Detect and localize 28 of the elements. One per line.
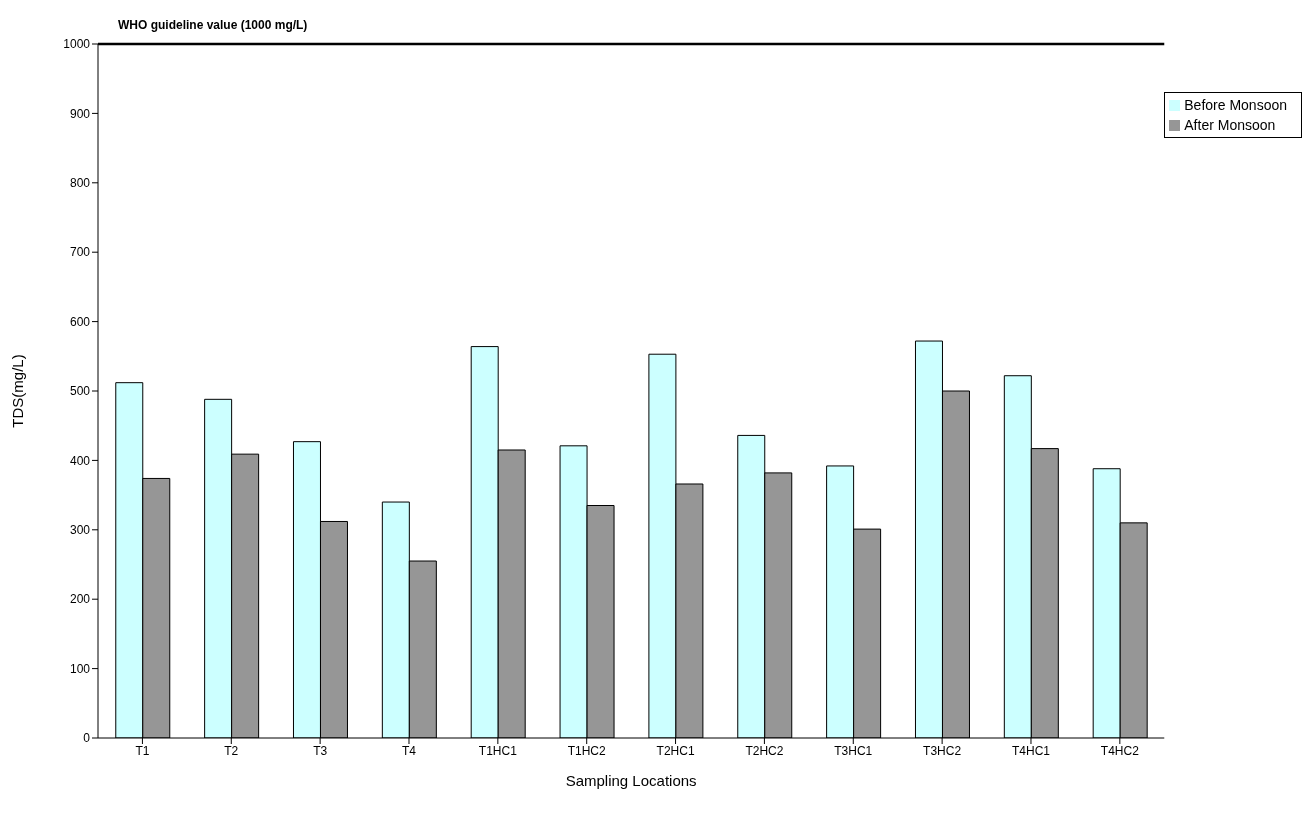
x-tick-label: T1 [135, 743, 150, 758]
x-tick-label: T4HC2 [1100, 743, 1140, 758]
x-tick-label: T2HC2 [745, 743, 784, 758]
y-tick-label: 600 [69, 314, 91, 329]
y-tick-label: 700 [69, 245, 91, 260]
x-tick-label: T3 [313, 743, 328, 758]
x-tick-label: T1HC1 [478, 743, 518, 758]
x-tick-label: T3HC1 [834, 743, 873, 758]
y-tick-label: 800 [69, 176, 91, 191]
x-tick-label: T3HC2 [923, 743, 962, 758]
x-tick-label: T2 [224, 743, 239, 758]
y-tick-label: 400 [69, 453, 91, 468]
y-tick-label: 1000 [63, 37, 91, 52]
y-tick-label: 300 [69, 523, 91, 538]
x-axis-title: Sampling Locations [565, 772, 697, 789]
y-tick-label: 500 [69, 384, 91, 399]
y-axis-title: TDS(mg/L) [9, 354, 27, 428]
x-tick-label: T4 [401, 743, 417, 758]
ref-line-label: WHO guideline value (1000 mg/L) [118, 17, 308, 32]
y-tick-label: 200 [69, 592, 91, 607]
x-tick-label: T4HC1 [1011, 743, 1051, 758]
legend-label: Before Monsoon [1184, 97, 1287, 113]
y-tick-label: 0 [83, 731, 91, 746]
y-tick-label: 900 [69, 106, 91, 121]
x-tick-label: T2HC1 [656, 743, 695, 758]
legend-label: After Monsoon [1184, 117, 1276, 133]
y-tick-label: 100 [69, 661, 91, 676]
x-tick-label: T1HC2 [567, 743, 607, 758]
